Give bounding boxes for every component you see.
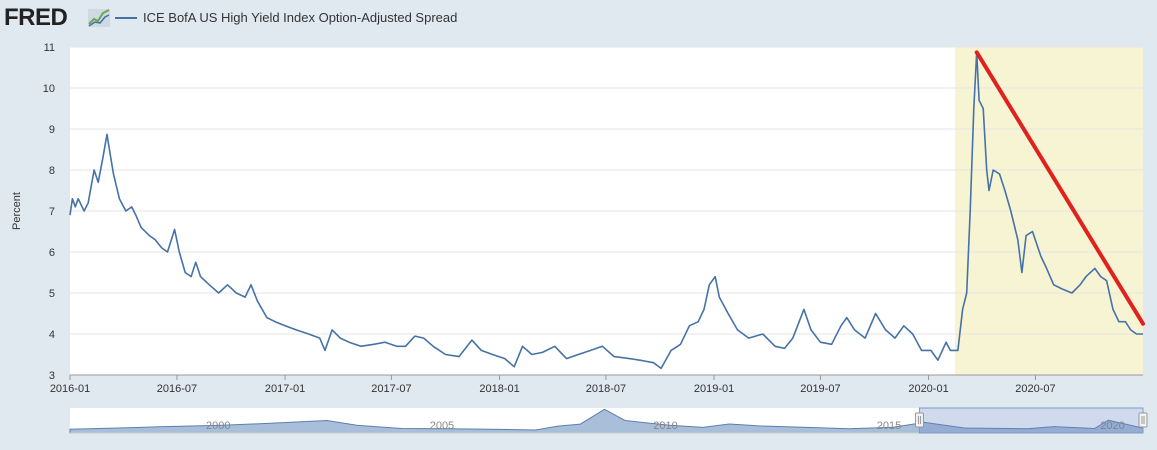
fred-graph-icon bbox=[88, 9, 110, 27]
y-tick-label: 4 bbox=[49, 329, 55, 341]
navigator-series-area bbox=[69, 408, 1144, 434]
x-tick-label: 2019-01 bbox=[694, 383, 734, 395]
x-tick-label: 2020-07 bbox=[1015, 383, 1055, 395]
navigator-year-label: 2020 bbox=[1100, 420, 1124, 432]
legend-label: ICE BofA US High Yield Index Option-Adju… bbox=[143, 10, 458, 25]
chart-header: FRED ICE BofA US High Yield Index Option… bbox=[0, 0, 1157, 36]
y-tick-label: 10 bbox=[43, 83, 55, 95]
y-axis-title: Percent bbox=[11, 192, 23, 230]
x-tick-label: 2018-01 bbox=[479, 383, 519, 395]
navigator-year-label: 2000 bbox=[206, 420, 230, 432]
y-tick-label: 6 bbox=[49, 247, 55, 259]
x-tick-label: 2017-07 bbox=[371, 383, 411, 395]
x-tick-label: 2016-01 bbox=[50, 383, 90, 395]
x-tick-label: 2018-07 bbox=[586, 383, 626, 395]
x-tick-label: 2019-07 bbox=[800, 383, 840, 395]
navigator-year-label: 2010 bbox=[653, 420, 677, 432]
y-tick-label: 3 bbox=[49, 370, 55, 382]
y-tick-label: 7 bbox=[49, 206, 55, 218]
x-tick-label: 2017-01 bbox=[265, 383, 305, 395]
x-tick-label: 2016-07 bbox=[157, 383, 197, 395]
fred-logo[interactable]: FRED bbox=[4, 4, 68, 31]
navigator-year-label: 2015 bbox=[877, 420, 901, 432]
legend-swatch bbox=[115, 17, 137, 19]
y-tick-label: 9 bbox=[49, 124, 55, 136]
navigator-left-handle[interactable] bbox=[914, 412, 924, 428]
x-tick-label: 2020-01 bbox=[908, 383, 948, 395]
series-line-hy-oas bbox=[69, 51, 1143, 370]
y-tick-label: 11 bbox=[44, 42, 55, 54]
navigator-right-handle[interactable] bbox=[1138, 412, 1148, 428]
y-tick-label: 5 bbox=[49, 288, 55, 300]
y-tick-label: 8 bbox=[49, 165, 55, 177]
annotation-trend-line bbox=[974, 50, 1145, 326]
navigator-selection-window[interactable] bbox=[918, 407, 1144, 434]
navigator-year-label: 2005 bbox=[430, 420, 454, 432]
